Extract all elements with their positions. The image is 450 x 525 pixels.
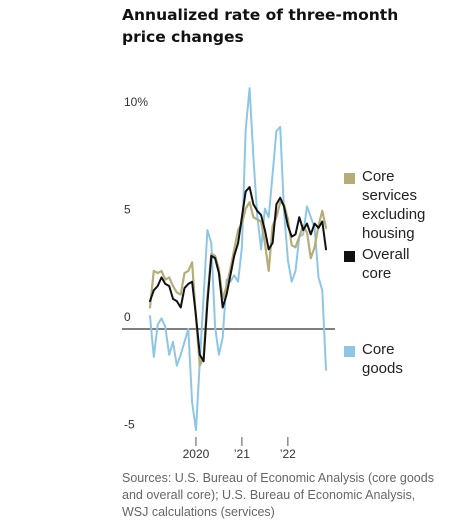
- source-note: Sources: U.S. Bureau of Economic Analysi…: [122, 471, 434, 519]
- y-tick-label: -5: [124, 418, 135, 432]
- legend-label: Core services excluding housing: [362, 168, 425, 242]
- y-tick-label: 10%: [124, 95, 148, 109]
- y-tick-label: 5: [124, 203, 131, 217]
- legend-swatch: [344, 173, 355, 184]
- series-line-core-goods: [149, 87, 327, 432]
- legend-label: Core goods: [362, 341, 403, 377]
- series-line-overall-core: [149, 186, 327, 363]
- y-tick-label: 0: [124, 310, 131, 324]
- chart-title: Annualized rate of three-month price cha…: [122, 6, 399, 46]
- legend-swatch: [344, 251, 355, 262]
- series-line-core-services-excluding-housing: [148, 201, 328, 367]
- legend-swatch: [344, 346, 355, 357]
- legend-label: Overall core: [362, 246, 410, 282]
- x-tick-label: ’21: [234, 447, 250, 461]
- x-tick-label: ’22: [280, 447, 296, 461]
- x-tick-label: 2020: [183, 447, 210, 461]
